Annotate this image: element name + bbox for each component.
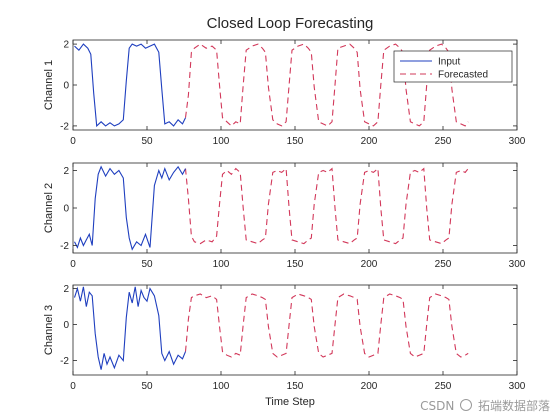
legend: Input Forecasted — [393, 50, 513, 83]
x-tick-label: 100 — [213, 259, 230, 270]
y-tick-label: 0 — [63, 204, 69, 215]
x-tick-label: 50 — [141, 381, 153, 392]
watermark-right: 拓端数据部落 — [477, 399, 550, 413]
y-tick-label: 2 — [63, 166, 69, 177]
y-axis-label: Channel 2 — [43, 183, 55, 233]
x-tick-label: 250 — [435, 259, 452, 270]
x-tick-label: 50 — [141, 259, 153, 270]
x-tick-label: 300 — [509, 259, 526, 270]
input-line — [74, 165, 186, 251]
x-tick-label: 50 — [141, 136, 153, 147]
y-tick-label: 2 — [63, 284, 69, 295]
x-tick-label: 0 — [70, 136, 76, 147]
x-tick-label: 250 — [435, 381, 452, 392]
legend-box — [393, 50, 513, 83]
x-tick-label: 200 — [361, 381, 378, 392]
legend-input-label: Input — [438, 57, 460, 68]
watermark-left: CSDN — [420, 399, 455, 413]
forecast-line — [184, 293, 469, 358]
x-tick-label: 300 — [509, 381, 526, 392]
y-tick-label: -2 — [60, 241, 69, 252]
x-tick-label: 100 — [213, 381, 230, 392]
x-tick-label: 0 — [70, 381, 76, 392]
x-tick-label: 150 — [287, 136, 304, 147]
x-tick-label: 300 — [509, 136, 526, 147]
y-tick-label: 0 — [63, 81, 69, 92]
legend-forecasted-label: Forecasted — [438, 70, 488, 81]
x-tick-label: 200 — [361, 136, 378, 147]
plot-area — [73, 163, 517, 253]
wechat-icon — [460, 399, 473, 411]
y-axis-label: Channel 1 — [43, 60, 55, 110]
y-tick-label: 2 — [63, 40, 69, 51]
y-axis-label: Channel 3 — [43, 305, 55, 355]
panel-channel-3: 0 50 100 150 200 250 300 -2 0 2 Channel 3 — [43, 284, 526, 392]
y-tick-label: -2 — [60, 356, 69, 367]
forecast-line — [184, 167, 469, 245]
x-tick-label: 100 — [213, 136, 230, 147]
chart-title: Closed Loop Forecasting — [207, 15, 374, 32]
watermark: CSDN 拓端数据部落 — [420, 397, 550, 414]
y-tick-label: 0 — [63, 320, 69, 331]
y-tick-label: -2 — [60, 121, 69, 132]
x-tick-label: 250 — [435, 136, 452, 147]
x-tick-label: 150 — [287, 259, 304, 270]
input-line — [73, 286, 187, 370]
x-axis-label: Time Step — [265, 396, 315, 408]
x-tick-label: 150 — [287, 381, 304, 392]
x-tick-label: 200 — [361, 259, 378, 270]
x-tick-label: 0 — [70, 259, 76, 270]
input-line — [74, 43, 186, 128]
